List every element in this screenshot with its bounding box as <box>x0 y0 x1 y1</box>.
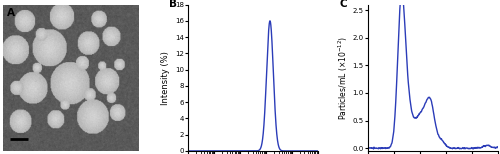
Text: B: B <box>169 0 177 9</box>
Y-axis label: Intensity (%): Intensity (%) <box>161 51 170 105</box>
Y-axis label: Particles/mL ($\times$10$^{-12}$): Particles/mL ($\times$10$^{-12}$) <box>336 36 350 120</box>
Text: C: C <box>340 0 347 9</box>
Text: A: A <box>6 8 14 18</box>
